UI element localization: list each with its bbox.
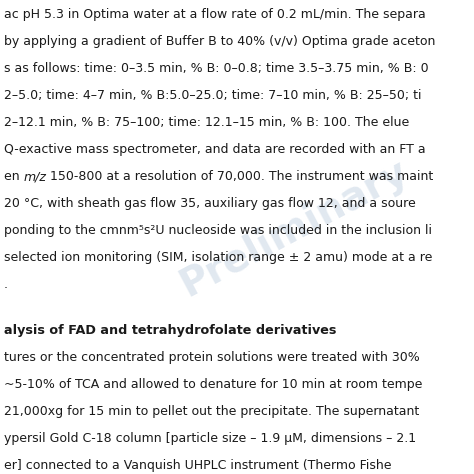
Text: alysis of FAD and tetrahydrofolate derivatives: alysis of FAD and tetrahydrofolate deriv… [4, 324, 337, 337]
Text: ypersil Gold C-18 column [particle size – 1.9 μM, dimensions – 2.1: ypersil Gold C-18 column [particle size … [4, 432, 416, 445]
Text: selected ion monitoring (SIM, isolation range ± 2 amu) mode at a re: selected ion monitoring (SIM, isolation … [4, 251, 432, 264]
Text: s as follows: time: 0–3.5 min, % B: 0–0.8; time 3.5–3.75 min, % B: 0: s as follows: time: 0–3.5 min, % B: 0–0.… [4, 62, 428, 75]
Text: en: en [4, 170, 24, 183]
Text: .: . [4, 278, 8, 291]
Text: 2–12.1 min, % B: 75–100; time: 12.1–15 min, % B: 100. The elue: 2–12.1 min, % B: 75–100; time: 12.1–15 m… [4, 116, 409, 129]
Text: Preliminary: Preliminary [173, 152, 414, 303]
Text: ~5-10% of TCA and allowed to denature for 10 min at room tempe: ~5-10% of TCA and allowed to denature fo… [4, 378, 422, 391]
Text: er] connected to a Vanquish UHPLC instrument (Thermo Fishe: er] connected to a Vanquish UHPLC instru… [4, 459, 392, 472]
Text: Q-exactive mass spectrometer, and data are recorded with an FT a: Q-exactive mass spectrometer, and data a… [4, 143, 426, 156]
Text: 150-800 at a resolution of 70,000. The instrument was maint: 150-800 at a resolution of 70,000. The i… [46, 170, 434, 183]
Text: tures or the concentrated protein solutions were treated with 30%: tures or the concentrated protein soluti… [4, 351, 420, 364]
Text: m/z: m/z [24, 170, 46, 183]
Text: ac pH 5.3 in Optima water at a flow rate of 0.2 mL/min. The separa: ac pH 5.3 in Optima water at a flow rate… [4, 8, 426, 21]
Text: by applying a gradient of Buffer B to 40% (v/v) Optima grade aceton: by applying a gradient of Buffer B to 40… [4, 35, 436, 48]
Text: 20 °C, with sheath gas flow 35, auxiliary gas flow 12, and a soure: 20 °C, with sheath gas flow 35, auxiliar… [4, 197, 416, 210]
Text: 21,000xg for 15 min to pellet out the precipitate. The supernatant: 21,000xg for 15 min to pellet out the pr… [4, 405, 419, 418]
Text: ponding to the cmnm⁵s²U nucleoside was included in the inclusion li: ponding to the cmnm⁵s²U nucleoside was i… [4, 224, 432, 237]
Text: 2–5.0; time: 4–7 min, % B:5.0–25.0; time: 7–10 min, % B: 25–50; ti: 2–5.0; time: 4–7 min, % B:5.0–25.0; time… [4, 89, 421, 102]
